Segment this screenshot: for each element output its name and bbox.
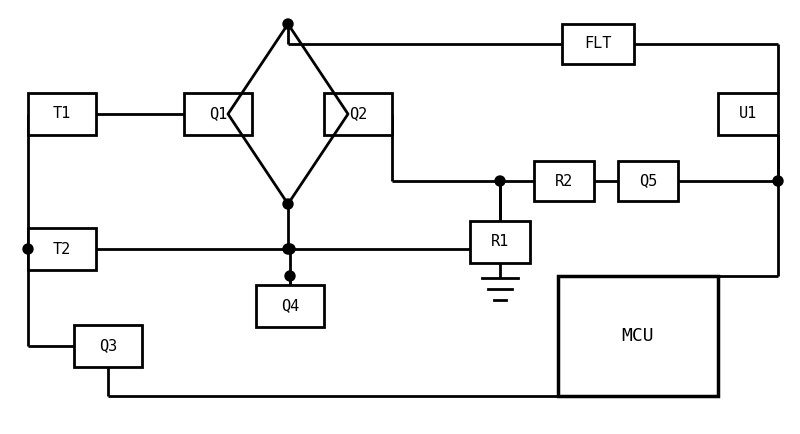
Circle shape	[285, 271, 295, 281]
Bar	[324, 93, 392, 135]
Bar	[718, 93, 778, 135]
Bar	[74, 325, 142, 367]
Text: R2: R2	[555, 174, 573, 188]
Circle shape	[495, 176, 505, 186]
Circle shape	[773, 176, 783, 186]
Circle shape	[285, 244, 295, 254]
Circle shape	[283, 244, 293, 254]
Text: Q4: Q4	[281, 299, 299, 313]
Circle shape	[283, 199, 293, 209]
Bar	[534, 161, 594, 201]
Bar	[558, 276, 718, 396]
Text: Q5: Q5	[639, 174, 657, 188]
Text: Q1: Q1	[209, 106, 227, 122]
Text: Q3: Q3	[99, 339, 117, 354]
Bar	[28, 228, 96, 270]
Circle shape	[283, 19, 293, 29]
Text: U1: U1	[739, 106, 757, 122]
Text: T1: T1	[53, 106, 71, 122]
Bar	[470, 221, 530, 263]
Text: T2: T2	[53, 241, 71, 256]
Bar	[256, 285, 324, 327]
Circle shape	[23, 244, 33, 254]
Text: Q2: Q2	[349, 106, 367, 122]
Bar	[184, 93, 252, 135]
Bar	[618, 161, 678, 201]
Bar	[28, 93, 96, 135]
Bar	[562, 24, 634, 64]
Text: R1: R1	[491, 234, 509, 250]
Text: FLT: FLT	[584, 36, 612, 52]
Text: MCU: MCU	[622, 327, 654, 345]
